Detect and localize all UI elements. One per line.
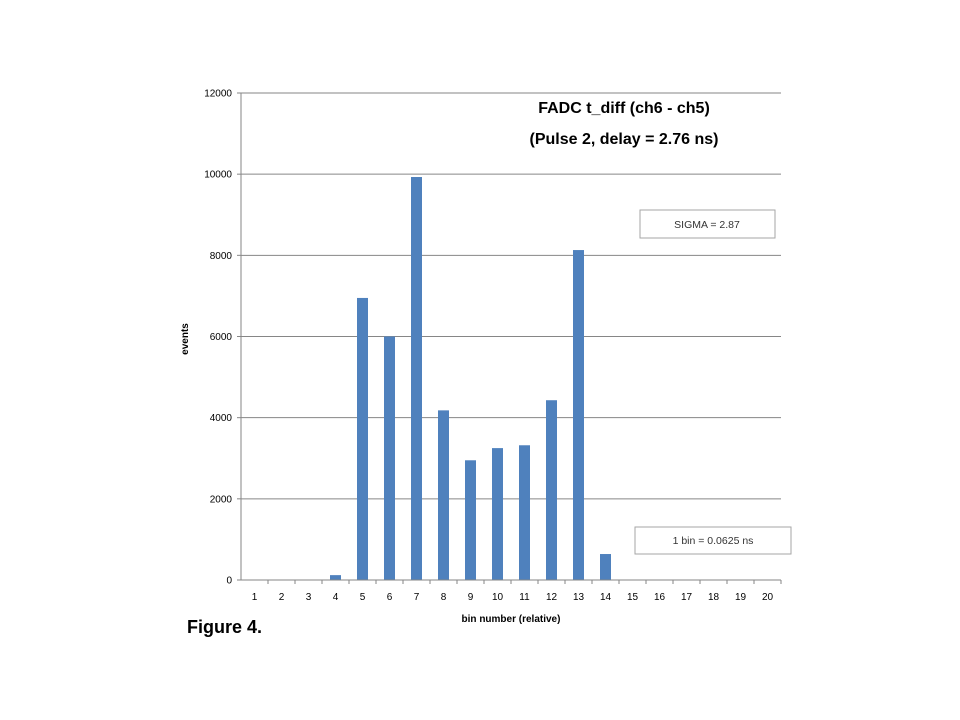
y-axis-title: events [180,323,191,355]
x-tick-labels: 1 2 3 4 5 6 7 8 9 10 11 12 13 14 15 16 17 18 19 20 [252,580,782,603]
bar-5 [357,297,368,580]
x-axis-title: bin number (relative) [462,614,561,625]
y-tick-label: 10000 [204,170,232,181]
y-tick-labels: 0 2000 4000 6000 8000 10000 12000 [204,89,232,587]
bin-width-annotation-box: 1 bin = 0.0625 ns [634,526,792,555]
x-tick-label: 17 [681,592,693,603]
bar-11 [519,445,530,580]
x-tick-label: 10 [492,592,504,603]
y-tick-label: 8000 [210,251,233,262]
bar-14 [600,554,611,580]
sigma-annotation-text: SIGMA = 2.87 [674,219,740,231]
chart-title-line2: (Pulse 2, delay = 2.76 ns) [530,131,719,148]
bin-width-annotation-text: 1 bin = 0.0625 ns [673,535,754,547]
y-gridlines [237,92,781,581]
x-tick-label: 8 [441,592,447,603]
x-tick-label: 1 [252,592,258,603]
x-tick-label: 14 [600,592,612,603]
bar-6 [384,336,395,580]
chart-title-line1: FADC t_diff (ch6 - ch5) [538,100,710,117]
x-tick-label: 6 [387,592,393,603]
x-tick-label: 2 [279,592,285,603]
x-tick-label: 16 [654,592,666,603]
x-tick-label: 9 [468,592,474,603]
y-tick-label: 4000 [210,413,233,424]
x-tick-label: 18 [708,592,720,603]
figure-caption: Figure 4. [187,617,263,637]
x-tick-label: 19 [735,592,747,603]
bars [330,177,611,580]
bar-10 [492,448,503,580]
x-tick-label: 12 [546,592,558,603]
bar-12 [546,400,557,580]
bar-7 [411,177,422,580]
bar-8 [438,410,449,580]
x-tick-label: 4 [333,592,339,603]
x-tick-label: 5 [360,592,366,603]
y-tick-label: 0 [226,576,232,587]
x-tick-label: 13 [573,592,585,603]
y-tick-label: 6000 [210,332,233,343]
bar-4 [330,575,341,580]
x-tick-label: 7 [414,592,420,603]
x-tick-label: 11 [519,592,530,603]
x-tick-label: 15 [627,592,639,603]
sigma-annotation-box: SIGMA = 2.87 [639,209,776,239]
bar-13 [573,250,584,580]
x-tick-label: 20 [762,592,774,603]
x-tick-label: 3 [306,592,312,603]
y-tick-label: 2000 [210,494,233,505]
bar-9 [465,460,476,580]
y-tick-label: 12000 [204,89,232,100]
